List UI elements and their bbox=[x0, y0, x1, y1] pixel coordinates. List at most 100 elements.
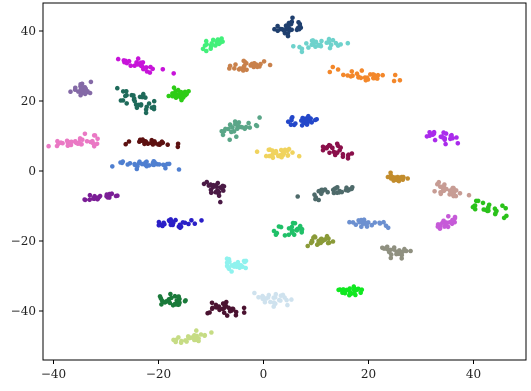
data-point bbox=[402, 246, 407, 252]
data-point bbox=[170, 91, 175, 96]
cluster-9 bbox=[166, 85, 191, 103]
data-point bbox=[381, 219, 386, 225]
cluster-22 bbox=[82, 191, 120, 203]
data-point bbox=[76, 89, 81, 94]
data-point bbox=[227, 137, 232, 143]
data-point bbox=[173, 91, 179, 97]
data-point bbox=[183, 338, 188, 343]
data-point bbox=[178, 90, 183, 95]
data-point bbox=[273, 301, 278, 307]
data-point bbox=[241, 58, 246, 64]
data-point bbox=[266, 147, 272, 153]
data-point bbox=[192, 337, 198, 343]
data-point bbox=[225, 261, 230, 266]
data-point bbox=[395, 249, 400, 255]
plot-frame bbox=[42, 2, 527, 361]
data-point bbox=[88, 79, 94, 85]
data-point bbox=[220, 306, 225, 312]
data-point bbox=[351, 284, 357, 289]
data-point bbox=[312, 117, 318, 123]
data-point bbox=[235, 259, 241, 265]
data-point bbox=[168, 217, 173, 222]
data-point bbox=[216, 189, 222, 195]
data-point bbox=[78, 86, 84, 91]
data-point bbox=[220, 301, 226, 307]
data-point bbox=[232, 66, 237, 71]
data-point bbox=[171, 337, 176, 343]
data-point bbox=[220, 39, 225, 44]
cluster-2 bbox=[291, 36, 351, 55]
data-point bbox=[126, 58, 132, 64]
cluster-35 bbox=[171, 328, 214, 346]
data-point bbox=[305, 243, 311, 249]
data-point bbox=[345, 156, 351, 161]
data-point bbox=[373, 74, 379, 80]
data-point bbox=[202, 43, 208, 48]
cluster-21 bbox=[432, 179, 472, 199]
data-point bbox=[186, 334, 191, 340]
data-point bbox=[206, 183, 212, 188]
data-point bbox=[113, 193, 119, 199]
data-point bbox=[268, 299, 273, 305]
data-point bbox=[281, 151, 287, 156]
data-point bbox=[142, 139, 148, 144]
data-point bbox=[319, 191, 324, 197]
cluster-15 bbox=[320, 141, 355, 161]
data-point bbox=[438, 191, 444, 197]
data-point bbox=[408, 248, 413, 254]
data-point bbox=[150, 160, 156, 165]
data-point bbox=[253, 62, 259, 67]
data-point bbox=[273, 291, 279, 297]
data-point bbox=[87, 192, 93, 198]
cluster-13 bbox=[123, 137, 181, 150]
data-point bbox=[260, 296, 266, 302]
data-point bbox=[424, 134, 430, 139]
cluster-14 bbox=[424, 129, 461, 147]
data-point bbox=[293, 121, 298, 126]
data-point bbox=[290, 15, 295, 21]
data-point bbox=[205, 310, 210, 316]
data-point bbox=[68, 89, 73, 94]
data-point bbox=[178, 224, 184, 229]
data-point bbox=[191, 333, 197, 339]
data-point bbox=[234, 134, 239, 139]
cluster-10 bbox=[285, 113, 320, 128]
data-point bbox=[150, 142, 156, 147]
data-point bbox=[167, 300, 173, 306]
data-point bbox=[224, 256, 230, 262]
data-point bbox=[388, 247, 393, 253]
data-point bbox=[335, 185, 340, 190]
data-point bbox=[90, 141, 96, 146]
data-point bbox=[340, 154, 346, 160]
data-point bbox=[324, 145, 329, 151]
data-point bbox=[156, 219, 162, 225]
data-point bbox=[223, 126, 228, 132]
data-point bbox=[267, 62, 273, 68]
data-point bbox=[289, 27, 295, 33]
data-point bbox=[392, 72, 398, 78]
data-point bbox=[132, 161, 137, 167]
data-point bbox=[286, 146, 292, 152]
data-point bbox=[210, 37, 216, 43]
data-point bbox=[431, 131, 437, 137]
data-point bbox=[233, 62, 238, 67]
points-layer bbox=[46, 15, 509, 346]
data-point bbox=[247, 125, 253, 130]
cluster-23 bbox=[470, 198, 509, 221]
data-point bbox=[364, 220, 370, 226]
data-point bbox=[278, 147, 284, 153]
data-point bbox=[84, 139, 90, 144]
data-point bbox=[192, 221, 198, 226]
data-point bbox=[209, 300, 215, 306]
data-point bbox=[290, 150, 295, 155]
y-tick-label: 20 bbox=[21, 94, 36, 108]
data-point bbox=[242, 258, 247, 264]
data-point bbox=[304, 41, 309, 46]
data-point bbox=[156, 223, 162, 228]
cluster-24 bbox=[156, 217, 204, 231]
cluster-5 bbox=[115, 56, 176, 76]
data-point bbox=[134, 105, 140, 111]
data-point bbox=[226, 305, 231, 311]
data-point bbox=[252, 290, 257, 296]
data-point bbox=[208, 190, 214, 196]
